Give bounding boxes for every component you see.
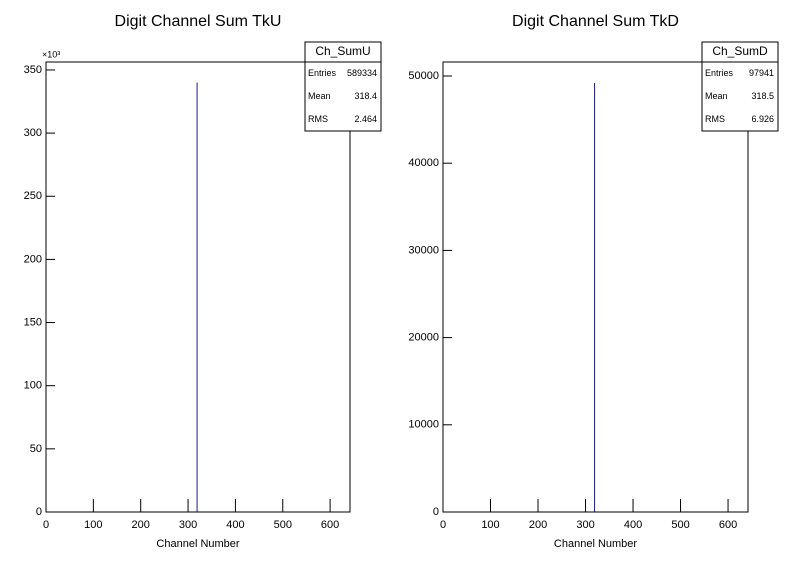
- x-axis-label: Channel Number: [554, 538, 637, 550]
- x-tick-label: 200: [529, 519, 547, 531]
- x-tick-label: 400: [226, 519, 244, 531]
- bar: [594, 82, 596, 513]
- stats-box: [304, 41, 382, 132]
- y-tick-label: 300: [24, 127, 42, 139]
- stats-value: 318.4: [354, 91, 377, 101]
- x-tick-label: 0: [440, 519, 446, 531]
- y-tick-label: 0: [433, 506, 439, 518]
- x-tick-label: 100: [481, 519, 499, 531]
- stats-name: Ch_SumU: [315, 44, 370, 58]
- bar: [196, 82, 198, 513]
- x-tick-label: 300: [179, 519, 197, 531]
- x-tick-label: 400: [624, 519, 642, 531]
- stats-key: Mean: [308, 91, 331, 101]
- stats-key: Entries: [705, 68, 734, 78]
- x-tick-label: 500: [274, 519, 292, 531]
- y-tick-label: 10000: [408, 419, 439, 431]
- y-tick-label: 20000: [408, 332, 439, 344]
- stats-name: Ch_SumD: [712, 44, 768, 58]
- stats-value: 6.926: [751, 114, 774, 124]
- stats-value: 2.464: [354, 114, 377, 124]
- y-tick-label: 0: [36, 506, 42, 518]
- stats-key: RMS: [705, 114, 725, 124]
- stats-key: Entries: [308, 68, 337, 78]
- y-tick-label: 250: [24, 190, 42, 202]
- y-multiplier: ×10³: [42, 49, 60, 59]
- stats-key: RMS: [308, 114, 328, 124]
- y-tick-label: 350: [24, 64, 42, 76]
- frame: [442, 61, 749, 513]
- frame: [45, 61, 351, 513]
- y-tick-label: 30000: [408, 244, 439, 256]
- y-tick-label: 40000: [408, 157, 439, 169]
- chart-title: Digit Channel Sum TkU: [115, 13, 282, 30]
- stats-value: 589334: [347, 68, 377, 78]
- stats-value: 97941: [749, 68, 774, 78]
- y-tick-label: 50: [30, 443, 42, 455]
- stats-value: 318.5: [751, 91, 774, 101]
- y-tick-label: 100: [24, 380, 42, 392]
- y-tick-label: 50000: [408, 70, 439, 82]
- x-tick-label: 0: [43, 519, 49, 531]
- x-tick-label: 600: [321, 519, 339, 531]
- x-tick-label: 200: [132, 519, 150, 531]
- x-tick-label: 500: [671, 519, 689, 531]
- stats-box: [701, 41, 779, 132]
- stats-key: Mean: [705, 91, 728, 101]
- x-tick-label: 100: [84, 519, 102, 531]
- x-tick-label: 600: [719, 519, 737, 531]
- x-axis-label: Channel Number: [156, 538, 239, 550]
- y-tick-label: 200: [24, 253, 42, 265]
- chart-title: Digit Channel Sum TkD: [512, 13, 679, 30]
- y-tick-label: 150: [24, 316, 42, 328]
- x-tick-label: 300: [576, 519, 594, 531]
